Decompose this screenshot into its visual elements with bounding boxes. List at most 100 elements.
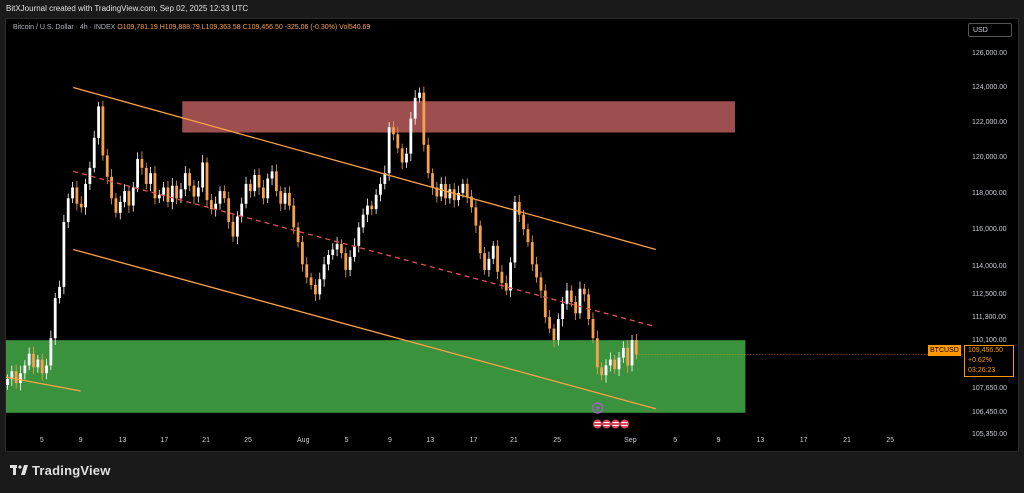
x-tick-label: 17: [799, 437, 808, 444]
candle-body: [591, 319, 595, 339]
candle-body: [144, 167, 148, 184]
support-zone: [6, 340, 746, 413]
us-flag-icon: [620, 419, 630, 429]
candle-body: [435, 187, 439, 197]
candle-body: [114, 198, 118, 213]
candle-body: [543, 290, 547, 318]
candle-body: [292, 205, 296, 228]
candle-body: [166, 187, 170, 202]
candle-body: [170, 185, 174, 202]
candle-body: [383, 173, 387, 184]
us-flag-icon: [611, 419, 621, 429]
last-price-change: +0.62%: [968, 357, 992, 364]
candle-body: [504, 283, 508, 291]
candle-body: [235, 216, 239, 237]
candle-body: [461, 183, 465, 193]
candle-body: [131, 187, 135, 206]
candle-body: [53, 298, 57, 339]
candle-body: [634, 340, 638, 355]
candle-body: [14, 371, 18, 384]
x-tick-label: 5: [673, 437, 678, 444]
candle-body: [270, 171, 274, 179]
candle-body: [88, 167, 92, 184]
candle-body: [548, 317, 552, 329]
candle-body: [62, 221, 66, 287]
candle-body: [66, 198, 70, 222]
y-tick-label: 122,000.00: [972, 118, 1008, 126]
legend-open: O109,781.19: [117, 24, 158, 31]
candle-body: [23, 365, 27, 374]
candle-body: [209, 200, 213, 210]
candle-body: [561, 303, 565, 320]
legend-symbol: Bitcoin / U.S. Dollar · 4h · INDEX: [13, 24, 116, 31]
candle-body: [192, 185, 196, 197]
candle-body: [413, 97, 417, 119]
currency-button[interactable]: USD: [968, 23, 1012, 37]
candle-body: [569, 290, 573, 302]
candle-body: [595, 338, 599, 368]
chart-legend: Bitcoin / U.S. Dollar · 4h · INDEX O109,…: [13, 24, 370, 31]
channel-bottom-line: [73, 248, 656, 410]
candle-body: [84, 183, 87, 208]
candle-body: [582, 288, 586, 295]
candle-body: [288, 192, 291, 206]
candle-body: [309, 277, 313, 285]
candle-body: [296, 227, 300, 243]
y-tick-label: 126,000.00: [972, 50, 1008, 58]
candle-body: [19, 373, 22, 384]
candle-body: [565, 290, 569, 304]
x-tick-label: 21: [843, 437, 851, 444]
candle-body: [344, 253, 348, 270]
candle-body: [118, 201, 122, 213]
candle-body: [49, 338, 53, 366]
candle-body: [274, 171, 278, 192]
candle-body: [10, 371, 14, 380]
candle-body: [227, 198, 231, 222]
candle-body: [27, 353, 31, 366]
candle-body: [387, 127, 391, 174]
candle-body: [426, 144, 430, 174]
candle-body: [617, 357, 621, 370]
candle-body: [183, 173, 187, 190]
x-tick-label: 25: [244, 437, 252, 444]
legend-high: H109,888.79: [159, 24, 200, 31]
candle-body: [248, 183, 252, 192]
candle-body: [348, 256, 352, 270]
tradingview-logo-icon: [10, 464, 28, 476]
candle-body: [621, 347, 625, 358]
x-tick-label: 21: [202, 437, 211, 444]
candle-body: [157, 194, 161, 199]
candle-body: [613, 359, 617, 370]
candle-body: [175, 185, 179, 199]
us-flag-icon: [602, 419, 612, 429]
us-flag-icon: [593, 419, 603, 429]
candle-body: [496, 245, 499, 272]
candle-body: [517, 201, 521, 215]
candle-body: [522, 214, 525, 230]
candle-body: [92, 137, 96, 168]
bar-countdown: 03:26:23: [968, 367, 996, 374]
candle-body: [327, 255, 330, 265]
candle-body: [214, 203, 218, 210]
x-tick-label: 13: [118, 437, 127, 444]
tradingview-logo-text: TradingView: [32, 463, 111, 478]
candle-body: [535, 264, 539, 278]
candle-body: [162, 187, 166, 195]
candle-body: [196, 187, 200, 197]
candle-body: [587, 294, 591, 320]
candle-body: [218, 191, 222, 204]
candle-body: [474, 207, 478, 226]
candle-body: [526, 229, 530, 243]
candle-body: [244, 183, 248, 204]
legend-low: L109,363.58: [201, 24, 241, 31]
x-tick-label: 5: [39, 437, 44, 444]
candle-body: [75, 187, 79, 204]
candle-body: [556, 319, 560, 341]
candle-body: [574, 301, 578, 314]
candle-body: [266, 178, 270, 199]
event-markers: [591, 402, 630, 429]
tradingview-logo[interactable]: TradingView: [10, 463, 111, 478]
candle-body: [452, 189, 456, 201]
candle-body: [374, 194, 378, 210]
